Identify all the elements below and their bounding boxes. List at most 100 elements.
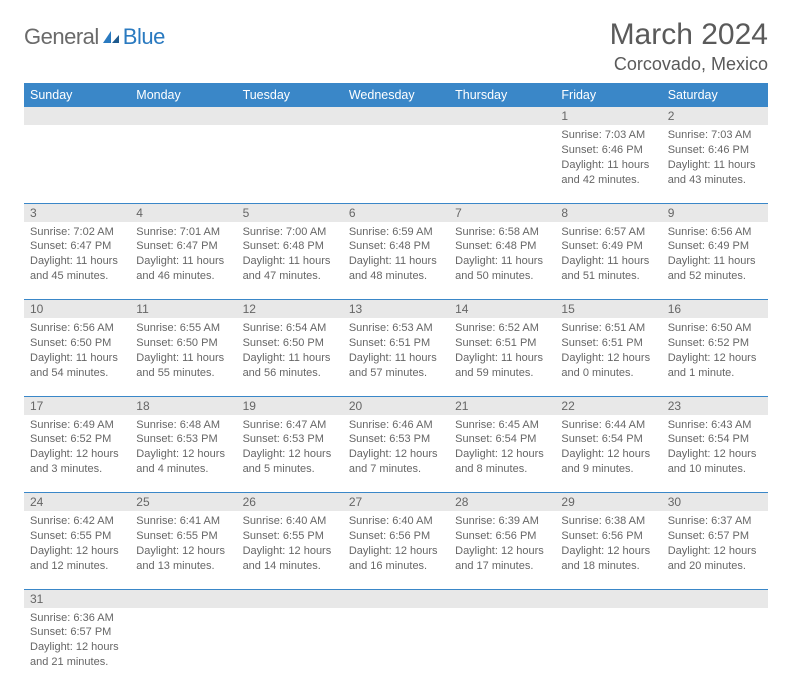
day-cell: Sunrise: 6:50 AMSunset: 6:52 PMDaylight:… [662,318,768,396]
day-number-cell [237,107,343,125]
day-number-cell: 21 [449,396,555,415]
day-cell: Sunrise: 7:01 AMSunset: 6:47 PMDaylight:… [130,222,236,300]
day-content: Sunrise: 6:48 AMSunset: 6:53 PMDaylight:… [130,415,236,481]
day-cell: Sunrise: 7:03 AMSunset: 6:46 PMDaylight:… [662,125,768,203]
weekday-header: Friday [555,83,661,107]
day-number-cell: 5 [237,203,343,222]
day-content: Sunrise: 6:40 AMSunset: 6:56 PMDaylight:… [343,511,449,577]
day-content: Sunrise: 7:00 AMSunset: 6:48 PMDaylight:… [237,222,343,288]
day-cell: Sunrise: 6:54 AMSunset: 6:50 PMDaylight:… [237,318,343,396]
day-cell: Sunrise: 6:51 AMSunset: 6:51 PMDaylight:… [555,318,661,396]
weekday-header: Wednesday [343,83,449,107]
day-content: Sunrise: 6:58 AMSunset: 6:48 PMDaylight:… [449,222,555,288]
day-content: Sunrise: 6:36 AMSunset: 6:57 PMDaylight:… [24,608,130,674]
month-title: March 2024 [610,18,768,52]
day-content: Sunrise: 6:49 AMSunset: 6:52 PMDaylight:… [24,415,130,481]
day-number-cell: 24 [24,493,130,512]
day-number-cell: 3 [24,203,130,222]
day-cell: Sunrise: 7:00 AMSunset: 6:48 PMDaylight:… [237,222,343,300]
day-number-cell: 20 [343,396,449,415]
day-number-cell [662,589,768,608]
title-block: March 2024 Corcovado, Mexico [610,18,768,75]
day-cell: Sunrise: 6:56 AMSunset: 6:49 PMDaylight:… [662,222,768,300]
day-number-cell: 4 [130,203,236,222]
day-content: Sunrise: 6:50 AMSunset: 6:52 PMDaylight:… [662,318,768,384]
day-number-cell: 12 [237,300,343,319]
day-cell: Sunrise: 6:47 AMSunset: 6:53 PMDaylight:… [237,415,343,493]
day-cell: Sunrise: 6:55 AMSunset: 6:50 PMDaylight:… [130,318,236,396]
day-number-cell [343,107,449,125]
day-cell: Sunrise: 6:44 AMSunset: 6:54 PMDaylight:… [555,415,661,493]
day-cell: Sunrise: 6:41 AMSunset: 6:55 PMDaylight:… [130,511,236,589]
day-content: Sunrise: 7:03 AMSunset: 6:46 PMDaylight:… [662,125,768,191]
day-number-cell: 9 [662,203,768,222]
day-number-cell: 26 [237,493,343,512]
day-content: Sunrise: 6:38 AMSunset: 6:56 PMDaylight:… [555,511,661,577]
day-cell: Sunrise: 6:59 AMSunset: 6:48 PMDaylight:… [343,222,449,300]
day-cell [24,125,130,203]
day-cell [237,608,343,686]
day-content: Sunrise: 6:46 AMSunset: 6:53 PMDaylight:… [343,415,449,481]
day-cell: Sunrise: 6:39 AMSunset: 6:56 PMDaylight:… [449,511,555,589]
day-cell: Sunrise: 7:02 AMSunset: 6:47 PMDaylight:… [24,222,130,300]
weekday-header: Monday [130,83,236,107]
calendar-table: SundayMondayTuesdayWednesdayThursdayFrid… [24,83,768,686]
day-content: Sunrise: 6:39 AMSunset: 6:56 PMDaylight:… [449,511,555,577]
day-number-cell [130,107,236,125]
day-content: Sunrise: 6:52 AMSunset: 6:51 PMDaylight:… [449,318,555,384]
weekday-header: Tuesday [237,83,343,107]
day-number-cell: 28 [449,493,555,512]
day-cell [555,608,661,686]
day-cell: Sunrise: 6:58 AMSunset: 6:48 PMDaylight:… [449,222,555,300]
day-number-cell: 27 [343,493,449,512]
day-cell: Sunrise: 6:46 AMSunset: 6:53 PMDaylight:… [343,415,449,493]
day-cell [662,608,768,686]
page-header: General Blue March 2024 Corcovado, Mexic… [24,18,768,75]
day-content: Sunrise: 6:40 AMSunset: 6:55 PMDaylight:… [237,511,343,577]
day-cell: Sunrise: 6:49 AMSunset: 6:52 PMDaylight:… [24,415,130,493]
weekday-header: Thursday [449,83,555,107]
day-number-cell [130,589,236,608]
day-number-cell: 15 [555,300,661,319]
day-cell [343,125,449,203]
day-number-cell: 1 [555,107,661,125]
day-number-cell: 8 [555,203,661,222]
day-cell: Sunrise: 6:57 AMSunset: 6:49 PMDaylight:… [555,222,661,300]
day-number-cell [343,589,449,608]
day-number-cell: 7 [449,203,555,222]
day-number-cell: 6 [343,203,449,222]
weekday-header: Saturday [662,83,768,107]
day-content: Sunrise: 6:44 AMSunset: 6:54 PMDaylight:… [555,415,661,481]
day-cell: Sunrise: 6:38 AMSunset: 6:56 PMDaylight:… [555,511,661,589]
day-cell [237,125,343,203]
day-number-cell: 17 [24,396,130,415]
day-number-cell: 14 [449,300,555,319]
day-content: Sunrise: 6:37 AMSunset: 6:57 PMDaylight:… [662,511,768,577]
day-number-cell: 13 [343,300,449,319]
day-number-cell [449,107,555,125]
day-number-cell: 19 [237,396,343,415]
day-content: Sunrise: 6:53 AMSunset: 6:51 PMDaylight:… [343,318,449,384]
day-content: Sunrise: 6:57 AMSunset: 6:49 PMDaylight:… [555,222,661,288]
day-cell: Sunrise: 6:52 AMSunset: 6:51 PMDaylight:… [449,318,555,396]
day-cell [130,125,236,203]
day-number-cell: 10 [24,300,130,319]
brand-text-blue: Blue [123,24,165,50]
brand-logo: General Blue [24,24,165,50]
day-cell: Sunrise: 6:42 AMSunset: 6:55 PMDaylight:… [24,511,130,589]
day-cell: Sunrise: 6:40 AMSunset: 6:56 PMDaylight:… [343,511,449,589]
day-cell: Sunrise: 6:48 AMSunset: 6:53 PMDaylight:… [130,415,236,493]
day-content: Sunrise: 6:45 AMSunset: 6:54 PMDaylight:… [449,415,555,481]
day-number-cell: 22 [555,396,661,415]
day-cell: Sunrise: 6:37 AMSunset: 6:57 PMDaylight:… [662,511,768,589]
day-cell: Sunrise: 6:45 AMSunset: 6:54 PMDaylight:… [449,415,555,493]
day-cell: Sunrise: 6:40 AMSunset: 6:55 PMDaylight:… [237,511,343,589]
day-number-cell: 2 [662,107,768,125]
weekday-header: Sunday [24,83,130,107]
day-content: Sunrise: 6:59 AMSunset: 6:48 PMDaylight:… [343,222,449,288]
day-content: Sunrise: 7:02 AMSunset: 6:47 PMDaylight:… [24,222,130,288]
day-cell [343,608,449,686]
day-number-cell: 30 [662,493,768,512]
location-text: Corcovado, Mexico [610,54,768,75]
day-content: Sunrise: 6:55 AMSunset: 6:50 PMDaylight:… [130,318,236,384]
